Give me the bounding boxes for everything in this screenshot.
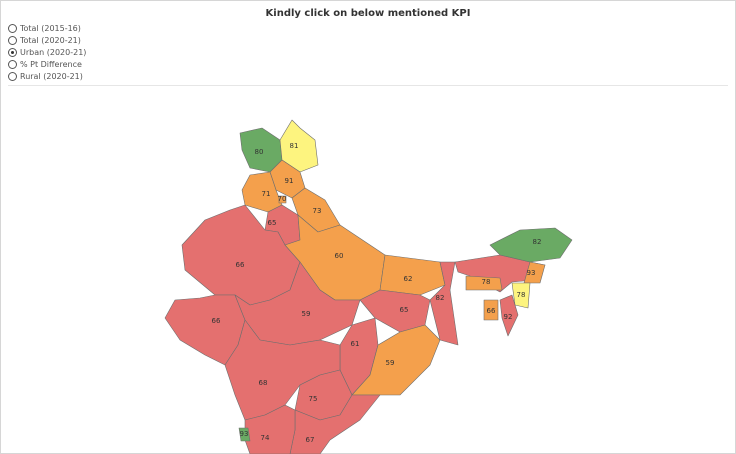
region-value-label: 66 (212, 317, 221, 325)
region-value-label: 65 (268, 219, 277, 227)
kpi-option[interactable]: Total (2015-16) (8, 22, 86, 34)
kpi-option[interactable]: Total (2020-21) (8, 34, 86, 46)
state-region[interactable] (499, 294, 519, 337)
region-value-label: 66 (487, 307, 496, 315)
title: Kindly click on below mentioned KPI (265, 8, 471, 19)
region-value-label: 82 (533, 238, 542, 246)
region-value-label: 59 (386, 359, 395, 367)
region-value-label: 93 (240, 430, 249, 438)
region-value-label: 70 (278, 195, 287, 203)
separator (8, 85, 728, 86)
option-label[interactable]: Total (2020-21) (20, 35, 81, 45)
kpi-selector: Total (2015-16) Total (2020-21) Urban (202… (8, 22, 86, 82)
state-region[interactable] (511, 282, 531, 309)
region-value-label: 80 (255, 148, 264, 156)
region-value-label: 91 (285, 177, 294, 185)
region-value-label: 65 (400, 306, 409, 314)
state-region[interactable] (278, 195, 287, 204)
region-value-label: 66 (236, 261, 245, 269)
option-label[interactable]: Rural (2020-21) (20, 71, 83, 81)
region-value-label: 78 (517, 291, 526, 299)
region-value-label: 62 (404, 275, 413, 283)
region-value-label: 92 (504, 313, 513, 321)
state-region[interactable] (465, 275, 503, 291)
state-region[interactable] (523, 261, 546, 284)
option-label[interactable]: Urban (2020-21) (20, 47, 87, 57)
state-region[interactable] (244, 404, 296, 454)
region-value-label: 67 (306, 436, 315, 444)
state-region[interactable] (238, 427, 251, 442)
region-value-label: 93 (527, 269, 536, 277)
region-value-label: 71 (262, 190, 271, 198)
option-label[interactable]: Total (2015-16) (20, 23, 81, 33)
region-value-label: 59 (302, 310, 311, 318)
region-value-label: 74 (261, 434, 270, 442)
region-value-label: 82 (436, 294, 445, 302)
state-region[interactable] (483, 299, 499, 321)
radio-button[interactable] (8, 35, 17, 45)
region-value-label: 81 (290, 142, 299, 150)
radio-button[interactable] (8, 47, 17, 57)
kpi-option[interactable]: Urban (2020-21) (8, 46, 86, 58)
region-value-label: 78 (482, 278, 491, 286)
state-region[interactable] (429, 261, 459, 346)
region-value-label: 73 (313, 207, 322, 215)
option-label[interactable]: % Pt Difference (20, 59, 82, 69)
kpi-option[interactable]: % Pt Difference (8, 58, 86, 70)
radio-button[interactable] (8, 71, 17, 81)
state-region[interactable] (489, 227, 573, 263)
state-region[interactable] (351, 324, 441, 396)
radio-button[interactable] (8, 59, 17, 69)
region-value-label: 61 (351, 340, 360, 348)
region-value-label: 75 (309, 395, 318, 403)
state-region[interactable] (379, 254, 446, 296)
kpi-option[interactable]: Rural (2020-21) (8, 70, 86, 82)
radio-button[interactable] (8, 23, 17, 33)
region-value-label: 68 (259, 379, 268, 387)
region-value-label: 60 (335, 252, 344, 260)
